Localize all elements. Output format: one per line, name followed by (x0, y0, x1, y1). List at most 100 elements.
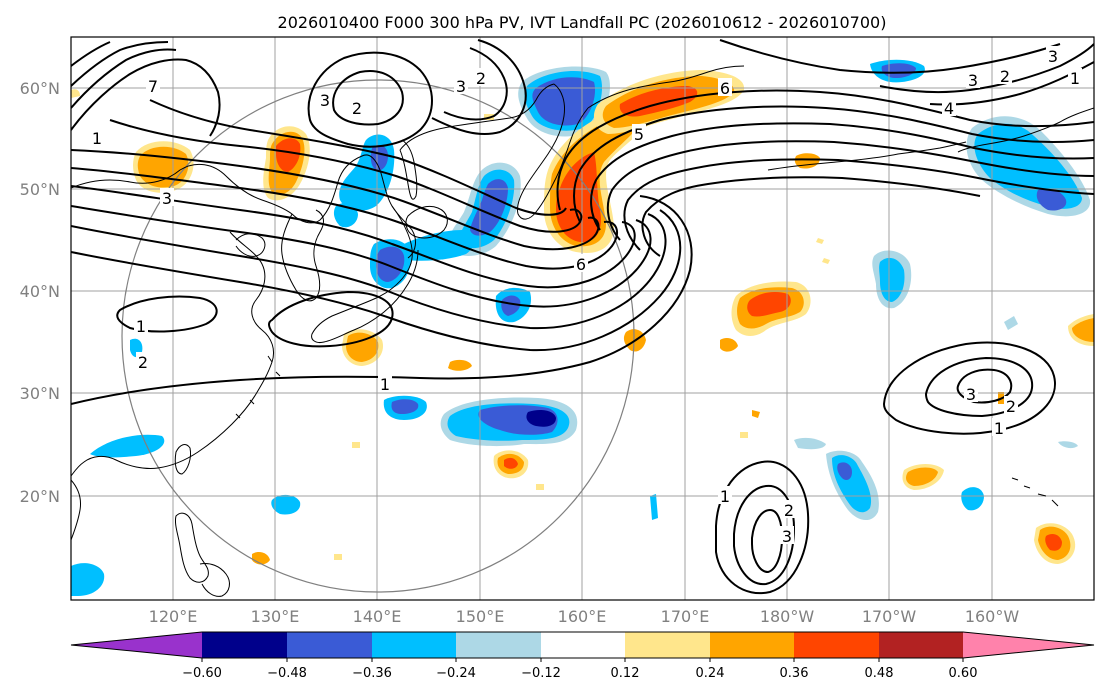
pv-contour-jet-n6 (641, 176, 981, 257)
colorbar-tick-label: 0.12 (611, 666, 640, 681)
pv-contour-ridge-nepac (719, 39, 1061, 74)
pv-label: 6 (576, 255, 586, 274)
coastline-japan (311, 205, 419, 343)
coastlines (71, 65, 1094, 597)
colorbar-segment (287, 632, 372, 658)
pos-anomaly-subtrop-1-core (504, 457, 518, 469)
pv-label: 3 (1048, 47, 1058, 66)
neg-anomaly-hawaii-west-core (837, 462, 852, 480)
pv-label-group: 2 (1004, 396, 1018, 416)
neg-anomaly-hawaii-south (961, 487, 984, 511)
colorbar-segment (372, 632, 456, 658)
pv-label: 3 (968, 71, 978, 90)
pv-contour-cutoff-central (116, 295, 218, 333)
pos-anomaly-mid-12 (334, 554, 342, 560)
pv-label: 2 (476, 69, 486, 88)
pv-contour-cutoff-east-2 (924, 356, 1034, 418)
pv-label-group: 1 (90, 128, 104, 148)
pv-contour-low-japan (268, 290, 394, 348)
pv-label: 1 (380, 375, 390, 394)
pv-label: 3 (456, 77, 466, 96)
lat-tick-label: 30°N (20, 384, 60, 403)
coastline-kamchatka (517, 83, 589, 220)
neg-anomaly-scs (71, 563, 105, 596)
pv-label-group: 3 (454, 76, 468, 96)
neg-anomaly-japan-core (376, 246, 405, 282)
lon-tick-label: 160°E (558, 607, 607, 626)
pv-label: 6 (720, 79, 730, 98)
pv-contour-trough-kurils (431, 39, 527, 136)
pv-label: 3 (162, 189, 172, 208)
coastline-luzon (175, 512, 209, 583)
lat-tick-label: 40°N (20, 282, 60, 301)
graticule (71, 37, 1094, 600)
colorbar-segment (710, 632, 794, 658)
pv-label-group: 1 (134, 316, 148, 336)
pos-anomaly-mid-6 (752, 410, 760, 418)
neg-anomaly-date-line (1004, 316, 1018, 330)
pv-contour-low-siberia (307, 51, 433, 148)
pv-label-group: 2 (474, 68, 488, 88)
lat-tick-label: 50°N (20, 180, 60, 199)
range-ring (121, 79, 635, 593)
pv-label-group: 1 (718, 486, 732, 506)
coastline-sakhalin (399, 139, 418, 200)
pv-contours (71, 39, 1094, 595)
pv-label-group: 2 (782, 500, 796, 520)
lon-tick-label: 150°E (456, 607, 505, 626)
neg-anomaly-subtropic-max (526, 410, 556, 427)
pv-label-group: 1 (1068, 68, 1082, 88)
pv-label: 7 (148, 77, 158, 96)
pv-contour-6 (71, 167, 619, 270)
neg-anomaly-alaska-core (1036, 188, 1067, 211)
pos-anomaly-kamchatka-core (556, 152, 602, 243)
pv-label-group: 2 (350, 98, 364, 118)
neg-anomaly-alaska-mid (974, 123, 1082, 209)
neg-anomaly-equatorial (650, 494, 658, 520)
lon-tick-label: 170°W (862, 607, 917, 626)
pv-contour-jet-n5 (623, 158, 1094, 251)
pv-contour-7 (71, 149, 600, 251)
pos-anomaly-subtrop-2-mid (906, 467, 938, 486)
pv-label: 2 (138, 353, 148, 372)
coastline-hawaii (1011, 477, 1059, 507)
pv-label: 2 (784, 501, 794, 520)
lat-tick-label: 20°N (20, 487, 60, 506)
colorbar-segment (202, 632, 287, 658)
pv-contour-jet-n3 (590, 122, 1094, 231)
pv-label-group: 4 (942, 98, 956, 118)
colorbar-tick-label: 0.48 (865, 666, 894, 681)
coastline-alaska (957, 107, 1094, 153)
pv-label: 1 (136, 317, 146, 336)
pv-contour-labels: 1 1 1 1 2 2 2 (90, 46, 1082, 546)
pv-label: 5 (634, 125, 644, 144)
lon-tick-label: 130°E (251, 607, 300, 626)
longitude-labels: 120°E 130°E 140°E 150°E 160°E 170°E 180°… (149, 607, 1020, 626)
neg-anomaly-tropic-east (1058, 441, 1078, 449)
pv-label-group: 3 (318, 90, 332, 110)
pv-contour-1-south (71, 195, 693, 405)
coastline-aleutians (767, 141, 967, 171)
coastline-korea (281, 209, 324, 302)
pv-contour-north-3 (71, 41, 169, 87)
colorbar-tick-label: 0.60 (949, 666, 978, 681)
pv-label-group: 5 (632, 124, 646, 144)
pv-contour-2 (71, 209, 682, 352)
pv-contour-8 (109, 119, 583, 233)
pv-label-group: 7 (146, 76, 160, 96)
colorbar-tick-label: −0.60 (182, 666, 222, 681)
lon-tick-label: 160°W (965, 607, 1020, 626)
colorbar-segment (625, 632, 710, 658)
colorbar-tick-label: 0.24 (696, 666, 725, 681)
coastline-ryukyu (235, 355, 281, 419)
pv-label-group: 2 (998, 66, 1012, 86)
pv-contour-jet-n4 (606, 140, 1094, 241)
lon-tick-label: 180°W (760, 607, 815, 626)
pv-contour-9 (149, 99, 567, 216)
pv-label-group: 3 (1046, 46, 1060, 66)
pv-contour-north-1 (71, 58, 221, 137)
pos-anomaly-mid-3 (794, 153, 820, 169)
neg-anomaly-philippines (271, 494, 301, 515)
colorbar-segment (879, 632, 963, 658)
pos-anomaly-mid-10 (536, 484, 544, 490)
